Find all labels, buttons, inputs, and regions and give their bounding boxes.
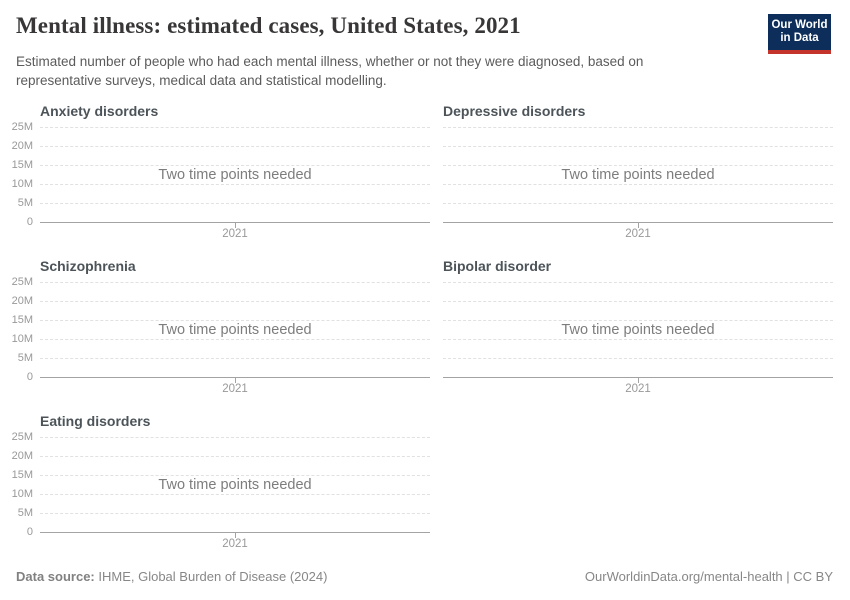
- empty-state-message: Two time points needed: [158, 322, 312, 338]
- empty-state-message: Two time points needed: [158, 167, 312, 183]
- x-axis-tick-label: 2021: [625, 228, 651, 240]
- owid-logo: Our World in Data: [768, 14, 831, 54]
- plot-area: Two time points needed: [40, 437, 430, 538]
- y-axis-label: 15M: [11, 159, 33, 171]
- gridline: [443, 127, 833, 128]
- chart-panel-schizophrenia: Schizophrenia 25M 20M 15M 10M 5M 0 Two t…: [0, 258, 430, 408]
- x-axis-tick: [638, 223, 639, 228]
- y-axis-label: 5M: [17, 197, 33, 209]
- gridline: [40, 165, 430, 166]
- y-axis-label: 20M: [11, 450, 33, 462]
- x-axis-tick: [638, 378, 639, 383]
- plot-area: Two time points needed: [443, 282, 833, 383]
- gridline: [443, 320, 833, 321]
- gridline: [443, 358, 833, 359]
- page-subtitle: Estimated number of people who had each …: [16, 54, 644, 88]
- data-source: Data source: IHME, Global Burden of Dise…: [16, 569, 327, 584]
- gridline: [40, 203, 430, 204]
- panel-title: Depressive disorders: [443, 103, 586, 119]
- gridline: [40, 475, 430, 476]
- y-axis-label: 0: [26, 526, 33, 538]
- y-axis-label: 25M: [11, 431, 33, 443]
- gridline: [40, 494, 430, 495]
- gridline: [443, 282, 833, 283]
- y-axis-label: 0: [26, 371, 33, 383]
- y-axis-label: 10M: [11, 488, 33, 500]
- gridline: [40, 358, 430, 359]
- gridline: [443, 203, 833, 204]
- gridline: [443, 165, 833, 166]
- gridline: [40, 513, 430, 514]
- y-axis-label: 15M: [11, 469, 33, 481]
- data-source-text: IHME, Global Burden of Disease (2024): [98, 569, 328, 584]
- owid-logo-line1: Our World: [771, 19, 828, 31]
- panel-title: Eating disorders: [40, 413, 151, 429]
- chart-panel-eating-disorders: Eating disorders 25M 20M 15M 10M 5M 0 Tw…: [0, 413, 430, 563]
- y-axis-label: 5M: [17, 507, 33, 519]
- x-axis-tick: [235, 378, 236, 383]
- gridline: [40, 339, 430, 340]
- chart-panel-bipolar-disorder: Bipolar disorder Two time points needed …: [443, 258, 833, 408]
- gridline: [40, 437, 430, 438]
- gridline: [40, 320, 430, 321]
- chart-footer: Data source: IHME, Global Burden of Dise…: [16, 569, 833, 584]
- y-axis-label: 10M: [11, 178, 33, 190]
- page-title: Mental illness: estimated cases, United …: [16, 13, 521, 38]
- plot-area: Two time points needed: [40, 127, 430, 228]
- chart-panel-depressive-disorders: Depressive disorders Two time points nee…: [443, 103, 833, 253]
- y-axis-label: 25M: [11, 276, 33, 288]
- empty-state-message: Two time points needed: [561, 322, 715, 338]
- plot-area: Two time points needed: [443, 127, 833, 228]
- y-axis-label: 20M: [11, 295, 33, 307]
- plot-area: Two time points needed: [40, 282, 430, 383]
- panel-title: Anxiety disorders: [40, 103, 159, 119]
- data-source-label: Data source:: [16, 569, 95, 584]
- y-axis-label: 20M: [11, 140, 33, 152]
- y-axis-label: 0: [26, 216, 33, 228]
- empty-state-message: Two time points needed: [158, 477, 312, 493]
- gridline: [40, 456, 430, 457]
- gridline: [40, 127, 430, 128]
- gridline: [443, 184, 833, 185]
- empty-state-message: Two time points needed: [561, 167, 715, 183]
- x-axis-tick: [235, 223, 236, 228]
- owid-logo-line2: in Data: [780, 32, 819, 44]
- y-axis-label: 10M: [11, 333, 33, 345]
- x-axis-tick-label: 2021: [625, 383, 651, 395]
- gridline: [443, 339, 833, 340]
- chart-panel-anxiety-disorders: Anxiety disorders 25M 20M 15M 10M 5M 0 T…: [0, 103, 430, 253]
- panel-title: Bipolar disorder: [443, 258, 552, 274]
- attribution: OurWorldinData.org/mental-health | CC BY: [584, 569, 833, 584]
- gridline: [40, 184, 430, 185]
- gridline: [443, 146, 833, 147]
- panel-title: Schizophrenia: [40, 258, 136, 274]
- y-axis-label: 25M: [11, 121, 33, 133]
- gridline: [443, 301, 833, 302]
- x-axis-tick: [235, 533, 236, 538]
- x-axis-tick-label: 2021: [222, 228, 248, 240]
- y-axis-label: 15M: [11, 314, 33, 326]
- x-axis-tick-label: 2021: [222, 383, 248, 395]
- gridline: [40, 282, 430, 283]
- gridline: [40, 146, 430, 147]
- y-axis-label: 5M: [17, 352, 33, 364]
- gridline: [40, 301, 430, 302]
- x-axis-tick-label: 2021: [222, 538, 248, 550]
